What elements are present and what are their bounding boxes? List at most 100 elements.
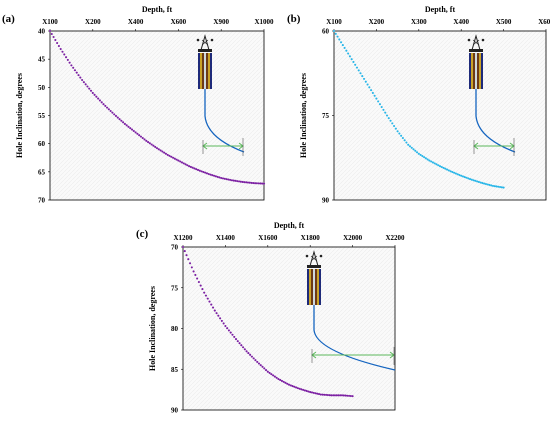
plot-area [49, 30, 265, 201]
data-point [341, 44, 344, 47]
data-point [488, 183, 491, 187]
data-point [362, 77, 366, 80]
data-point [236, 180, 239, 183]
y-tick-label: 80 [171, 325, 179, 333]
data-point [423, 156, 426, 159]
data-point [56, 41, 59, 45]
data-point [222, 322, 225, 325]
data-point [231, 333, 234, 336]
data-point [202, 170, 205, 174]
data-point [185, 254, 188, 257]
data-point [113, 113, 116, 116]
data-point [342, 394, 345, 397]
data-point [66, 58, 69, 61]
data-point [198, 169, 201, 172]
data-point [79, 76, 82, 79]
data-point [194, 273, 197, 277]
data-point [419, 153, 422, 156]
data-point [236, 340, 239, 343]
data-point [444, 167, 447, 170]
data-point [75, 71, 78, 74]
y-axis-title: Hole Inclination, degrees [148, 286, 157, 371]
data-point [122, 121, 125, 124]
y-tick-label: 45 [38, 56, 46, 64]
data-point [305, 389, 308, 393]
drilling-rig-icon [305, 250, 396, 371]
data-point [224, 325, 227, 328]
data-point [72, 66, 75, 69]
data-point [412, 148, 415, 151]
data-point [273, 375, 276, 378]
data-point [361, 75, 364, 78]
y-tick-label: 85 [171, 366, 179, 374]
data-point [407, 143, 410, 146]
data-point [205, 172, 208, 175]
data-point [170, 155, 173, 158]
well-trajectory-path [475, 89, 516, 153]
data-point [502, 186, 505, 189]
data-point [230, 179, 233, 182]
data-point [130, 128, 134, 131]
panel-label: (c) [136, 228, 149, 240]
data-point [303, 389, 306, 392]
data-point [148, 142, 151, 145]
data-point [145, 139, 148, 142]
data-point [321, 393, 324, 396]
data-point [201, 288, 204, 291]
data-point [152, 144, 155, 147]
data-point [282, 380, 285, 383]
data-point [312, 391, 315, 394]
data-point [100, 101, 103, 104]
data-point [373, 94, 376, 97]
data-point [111, 111, 114, 114]
data-point [226, 327, 229, 330]
data-point [347, 52, 350, 55]
data-point [216, 175, 219, 178]
data-point [208, 300, 211, 303]
y-tick-label: 55 [38, 112, 46, 120]
chart-panel: (a) Depth, ft Hole Inclination, degrees X10… [2, 5, 274, 205]
data-point [192, 270, 195, 273]
x-tick-label: X900 [213, 18, 229, 26]
x-tick-label: X500 [496, 18, 512, 26]
data-point [200, 170, 203, 173]
data-point [490, 184, 493, 187]
plot-area [182, 246, 396, 411]
data-point [141, 136, 144, 140]
data-point [229, 331, 232, 334]
data-point [263, 367, 266, 370]
data-point [277, 377, 280, 381]
data-point [394, 127, 397, 130]
data-point [229, 178, 232, 181]
data-point [225, 178, 228, 181]
data-point [442, 166, 445, 169]
y-tick-label: 65 [38, 168, 46, 176]
data-point [209, 173, 212, 176]
data-point [398, 132, 401, 135]
data-point [241, 180, 244, 184]
data-point [123, 122, 126, 125]
data-point [461, 175, 465, 178]
data-point [477, 180, 480, 184]
data-point [256, 360, 259, 363]
data-point [300, 388, 303, 391]
data-point [354, 63, 357, 66]
data-point [454, 172, 457, 175]
data-point [125, 124, 128, 127]
data-point [359, 72, 362, 75]
data-point [254, 182, 257, 185]
data-point [453, 171, 456, 174]
drilling-rig-icon [467, 34, 516, 156]
x-tick-label: X1600 [258, 234, 278, 242]
data-point [403, 139, 406, 142]
data-point [449, 170, 452, 173]
data-point [91, 91, 94, 95]
data-point [495, 185, 498, 188]
data-point [323, 393, 326, 396]
data-point [479, 181, 482, 184]
data-point [252, 182, 255, 185]
data-point [243, 348, 246, 351]
data-point [497, 185, 500, 188]
x-axis-title: Depth, ft [274, 221, 305, 230]
data-point [500, 186, 503, 189]
